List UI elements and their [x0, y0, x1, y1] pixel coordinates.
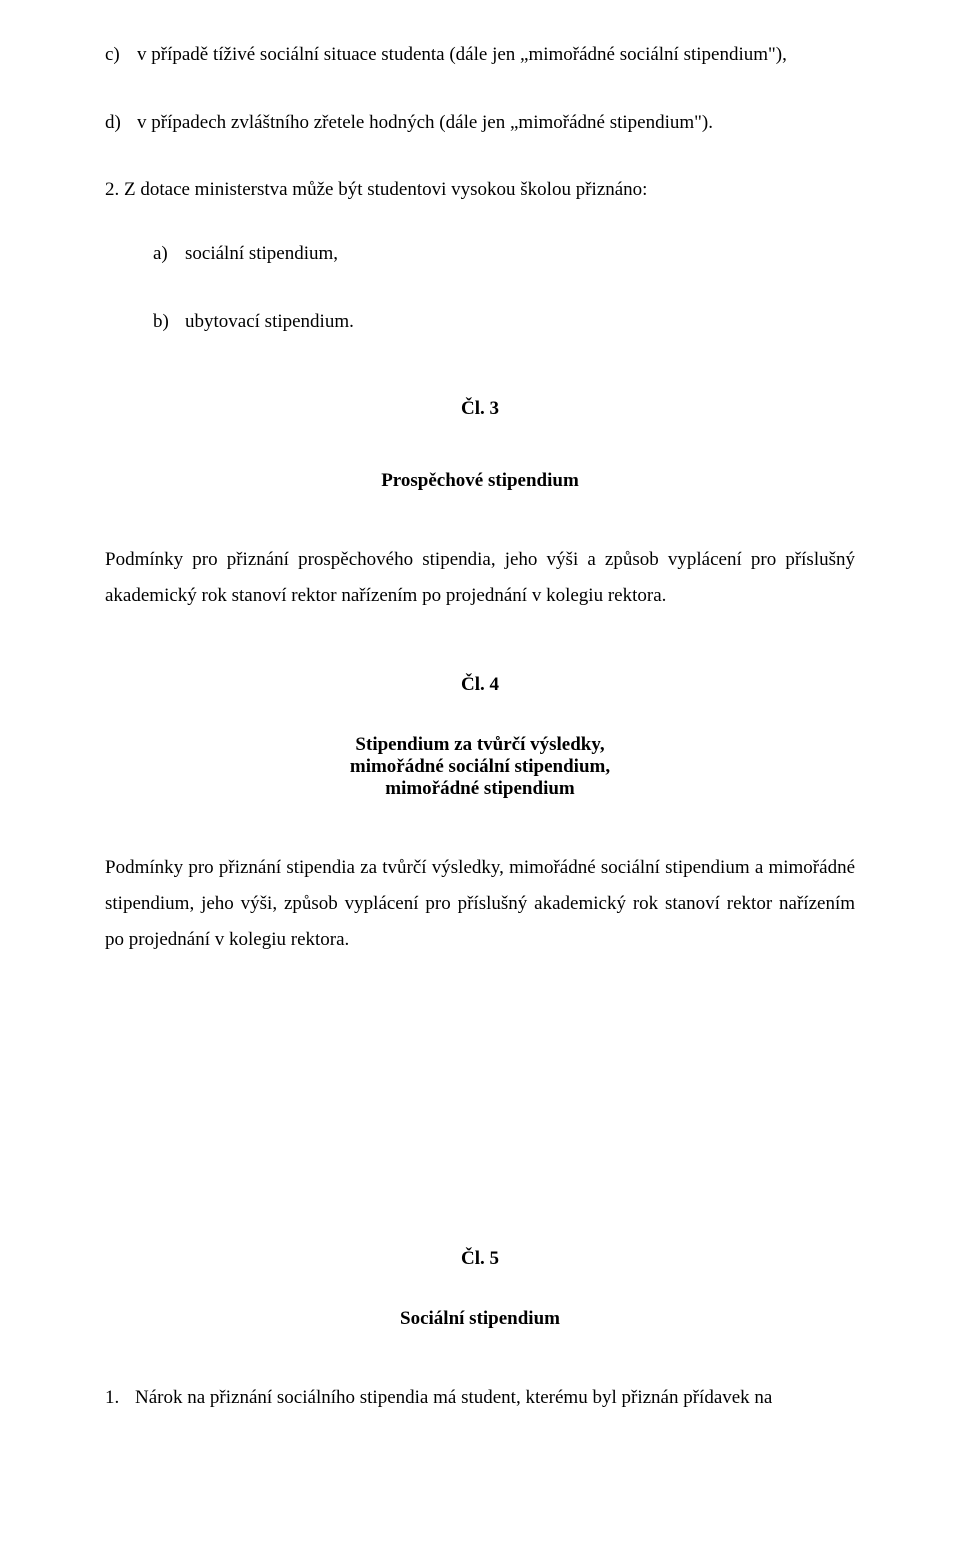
- article-5-title: Sociální stipendium: [105, 1308, 855, 1330]
- article-3-heading: Čl. 3: [105, 398, 855, 420]
- article-4-title-line1: Stipendium za tvůrčí výsledky,: [105, 734, 855, 756]
- list-marker-c: c): [105, 40, 137, 70]
- list-item-a: a) sociální stipendium,: [153, 239, 855, 269]
- list-marker-d: d): [105, 108, 137, 138]
- list-item-b: b) ubytovací stipendium.: [153, 307, 855, 337]
- article-5-item-1-text: Nárok na přiznání sociálního stipendia m…: [135, 1380, 855, 1416]
- article-4-title: Stipendium za tvůrčí výsledky, mimořádné…: [105, 734, 855, 800]
- list-content-c: v případě tíživé sociální situace studen…: [137, 40, 855, 70]
- list-content-b: ubytovací stipendium.: [185, 307, 855, 337]
- list-marker-b: b): [153, 307, 185, 337]
- article-5-item-1: 1. Nárok na přiznání sociálního stipendi…: [105, 1380, 855, 1416]
- article-4-heading: Čl. 4: [105, 674, 855, 696]
- paragraph-2-intro: 2. Z dotace ministerstva může být studen…: [105, 179, 855, 201]
- list-content-d: v případech zvláštního zřetele hodných (…: [137, 108, 855, 138]
- article-5-item-1-number: 1.: [105, 1380, 135, 1416]
- article-4-title-line3: mimořádné stipendium: [105, 778, 855, 800]
- list-item-d: d) v případech zvláštního zřetele hodnýc…: [105, 108, 855, 138]
- list-marker-a: a): [153, 239, 185, 269]
- article-4-body: Podmínky pro přiznání stipendia za tvůrč…: [105, 850, 855, 958]
- article-4-title-line2: mimořádné sociální stipendium,: [105, 756, 855, 778]
- article-5-heading: Čl. 5: [105, 1248, 855, 1270]
- list-item-c: c) v případě tíživé sociální situace stu…: [105, 40, 855, 70]
- article-3-body: Podmínky pro přiznání prospěchového stip…: [105, 542, 855, 614]
- article-3-title: Prospěchové stipendium: [105, 470, 855, 492]
- list-content-a: sociální stipendium,: [185, 239, 855, 269]
